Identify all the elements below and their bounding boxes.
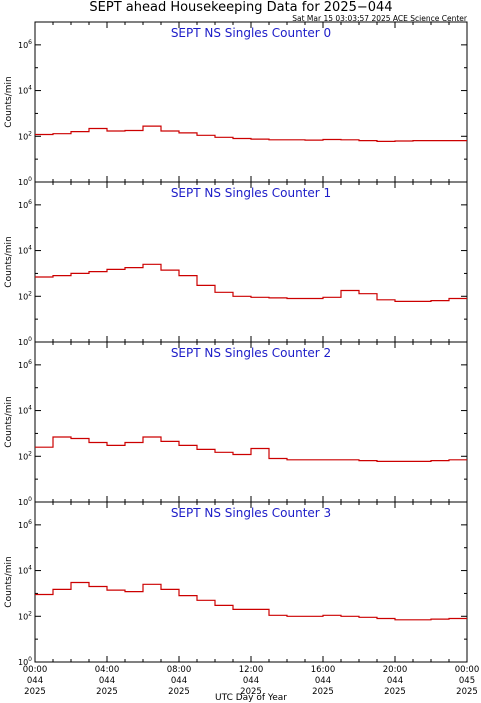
series-trace bbox=[35, 125, 467, 142]
x-tick-label: 2025 bbox=[96, 687, 118, 697]
y-tick-label: 104 bbox=[18, 405, 32, 416]
x-tick-label: 20:00 bbox=[383, 665, 408, 675]
y-axis-label: Counts/min bbox=[4, 236, 14, 287]
series-trace bbox=[35, 581, 467, 621]
chart-panel-2: 100 102 104 106 Counts/min SEPT NS Singles Co… bbox=[4, 341, 468, 507]
y-axis-label: Counts/min bbox=[4, 556, 14, 607]
plot-frame bbox=[34, 21, 468, 183]
x-tick-label: 2025 bbox=[312, 687, 334, 697]
panel-title: SEPT NS Singles Counter 3 bbox=[171, 506, 331, 520]
y-tick-label: 102 bbox=[18, 610, 32, 621]
x-tick-label: 16:00 bbox=[311, 665, 336, 675]
chart-panel-0: 100 102 104 106 Counts/min SEPT NS Singles Co… bbox=[4, 21, 468, 187]
y-tick-label: 106 bbox=[18, 359, 32, 370]
x-tick-label: 2025 bbox=[24, 687, 46, 697]
y-tick-label: 100 bbox=[18, 176, 32, 187]
x-tick-label: 2025 bbox=[240, 687, 262, 697]
y-tick-label: 100 bbox=[18, 656, 32, 667]
series-trace bbox=[35, 436, 467, 462]
x-tick-label: 2025 bbox=[168, 687, 190, 697]
y-tick-label: 102 bbox=[18, 450, 32, 461]
x-tick-label: 044 bbox=[27, 676, 43, 686]
chart-panel-3: 100 102 104 106 Counts/min SEPT NS Singles Co… bbox=[4, 501, 468, 667]
x-tick-label: 00:00 bbox=[455, 665, 480, 675]
timestamp-label: Sat Mar 15 03:03:57 2025 ACE Science Cen… bbox=[292, 14, 468, 23]
x-tick-label: 12:00 bbox=[239, 665, 264, 675]
x-tick-label: 044 bbox=[315, 676, 331, 686]
x-tick-label: 00:00 bbox=[23, 665, 48, 675]
plot-frame bbox=[34, 181, 468, 343]
panel-title: SEPT NS Singles Counter 1 bbox=[171, 186, 331, 200]
y-tick-label: 102 bbox=[18, 290, 32, 301]
y-tick-label: 106 bbox=[18, 39, 32, 50]
x-tick-label: 2025 bbox=[456, 687, 478, 697]
x-tick-label: 04:00 bbox=[95, 665, 120, 675]
chart-panel-1: 100 102 104 106 Counts/min SEPT NS Singles Co… bbox=[4, 181, 468, 347]
y-tick-label: 100 bbox=[18, 336, 32, 347]
y-tick-label: 104 bbox=[18, 245, 32, 256]
panel-title: SEPT NS Singles Counter 2 bbox=[171, 346, 331, 360]
x-tick-label: 044 bbox=[99, 676, 115, 686]
figure-title: SEPT ahead Housekeeping Data for 2025−04… bbox=[89, 0, 392, 15]
series-trace bbox=[35, 263, 467, 302]
y-tick-label: 102 bbox=[18, 130, 32, 141]
plot-frame bbox=[34, 501, 468, 663]
panels: 100 102 104 106 Counts/min SEPT NS Singles Co… bbox=[4, 21, 480, 697]
y-axis-label: Counts/min bbox=[4, 76, 14, 127]
x-tick-label: 044 bbox=[387, 676, 403, 686]
plot-frame bbox=[34, 341, 468, 503]
y-tick-label: 100 bbox=[18, 496, 32, 507]
y-tick-label: 104 bbox=[18, 565, 32, 576]
x-axis-title: UTC Day of Year bbox=[215, 693, 287, 703]
x-tick-label: 044 bbox=[171, 676, 187, 686]
x-tick-label: 08:00 bbox=[167, 665, 192, 675]
x-tick-label: 044 bbox=[243, 676, 259, 686]
y-tick-label: 106 bbox=[18, 199, 32, 210]
panel-title: SEPT NS Singles Counter 0 bbox=[171, 26, 331, 40]
y-tick-label: 104 bbox=[18, 85, 32, 96]
y-axis-label: Counts/min bbox=[4, 396, 14, 447]
x-tick-label: 2025 bbox=[384, 687, 406, 697]
y-tick-label: 106 bbox=[18, 519, 32, 530]
x-tick-label: 045 bbox=[459, 676, 475, 686]
